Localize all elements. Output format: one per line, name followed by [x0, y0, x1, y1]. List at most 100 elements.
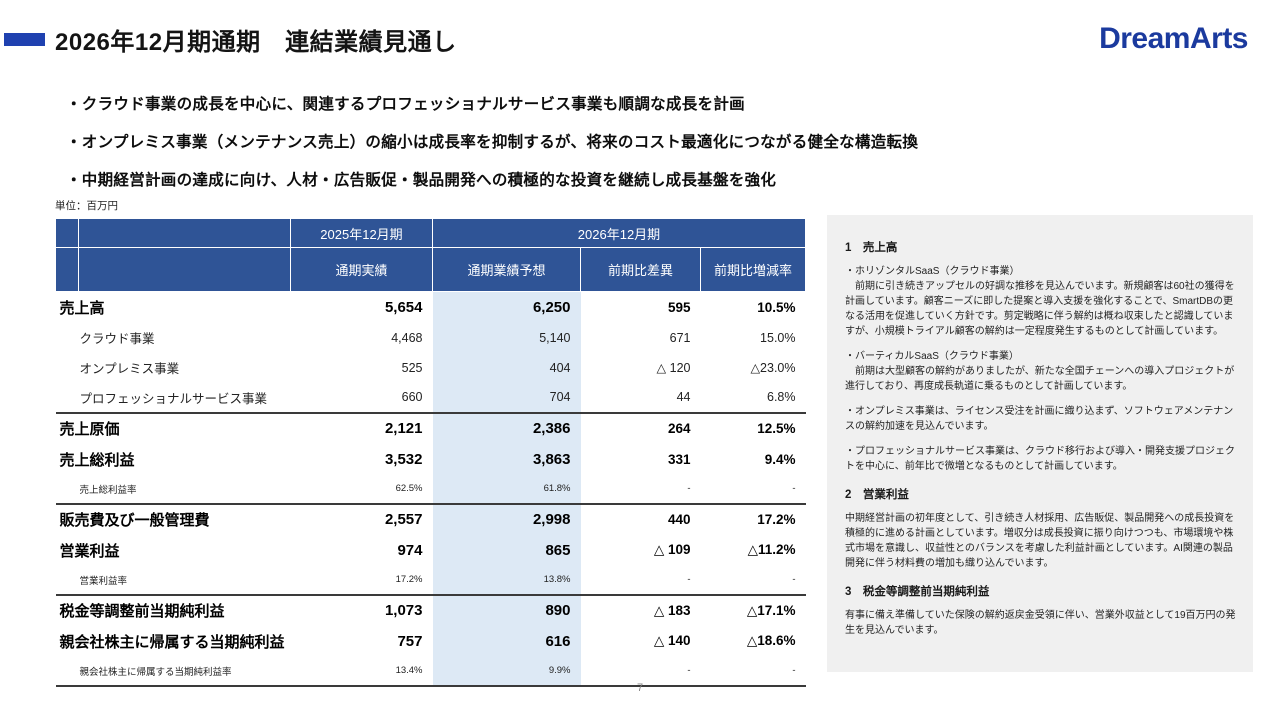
- cell-diff: △ 140: [653, 633, 691, 648]
- cell-diff: 44: [676, 390, 691, 404]
- cell-rate: △18.6%: [746, 633, 796, 648]
- cell-forecast: 890: [432, 593, 581, 626]
- row-label: 親会社株主に帰属する当期純利益: [59, 633, 285, 651]
- cell-diff: -: [580, 656, 701, 687]
- cell-actual: 974: [397, 541, 423, 559]
- row-label: 売上原価: [55, 411, 291, 444]
- table-row: 売上総利益 3,532 3,863 331 9.4%: [56, 443, 806, 475]
- cell-rate: 17.2%: [700, 502, 806, 535]
- table-row: 売上高 5,654 6,250 595 10.5%: [56, 291, 806, 323]
- dreamarts-logo: DreamArts: [1099, 22, 1248, 55]
- notes-paragraph: 有事に備え準備していた保険の解約返戻金受領に伴い、営業外収益として19百万円の発…: [845, 610, 1236, 636]
- table-row: クラウド事業 4,468 5,140 671 15.0%: [56, 322, 806, 353]
- cell-forecast: 6,250: [432, 291, 581, 323]
- cell-forecast: 9.9%: [432, 656, 581, 687]
- bullet-item: ・オンプレミス事業（メンテナンス売上）の縮小は成長率を抑制するが、将来のコスト最…: [66, 134, 919, 151]
- cell-rate: 6.8%: [767, 390, 796, 404]
- cell-forecast: 2,998: [432, 502, 581, 535]
- bullet-item: ・中期経営計画の達成に向け、人材・広告販促・製品開発への積極的な投資を継続し成長…: [66, 172, 777, 189]
- row-label: 営業利益率: [79, 575, 128, 587]
- row-label: 販売費及び一般管理費: [55, 502, 291, 535]
- cell-actual: 5,654: [384, 298, 423, 316]
- financial-table: 2025年12月期 2026年12月期 通期実績 通期業績予想 前期比差異 前期…: [55, 218, 806, 687]
- cell-rate: △17.1%: [700, 593, 806, 626]
- row-label: 親会社株主に帰属する当期純利益率: [55, 656, 291, 687]
- table-row: 売上原価 2,121 2,386 264 12.5%: [55, 411, 806, 444]
- table-row: 営業利益 974 865 △ 109 △11.2%: [56, 534, 806, 566]
- cell-rate: 10.5%: [757, 299, 796, 315]
- table-row: プロフェッショナルサービス事業 660 704 44 6.8%: [56, 382, 806, 413]
- page-title: 2026年12月期通期 連結業績見通し: [55, 29, 457, 56]
- unit-label: 単位：百万円: [55, 200, 118, 212]
- cell-actual: 525: [401, 360, 423, 375]
- row-label: オンプレミス事業: [79, 362, 180, 376]
- row-label: 税金等調整前当期純利益: [55, 593, 291, 626]
- header-spacer-cell: [55, 218, 79, 248]
- header-spacer-cell: [78, 218, 291, 248]
- cell-rate: △23.0%: [750, 361, 796, 375]
- cell-actual: 13.4%: [290, 656, 433, 687]
- cell-forecast: 5,140: [432, 322, 581, 353]
- table-row: 売上総利益率 62.5% 61.8% - -: [56, 474, 806, 504]
- table-row: 税金等調整前当期純利益 1,073 890 △ 183 △17.1%: [55, 593, 806, 626]
- table-header-row-fiscal-year: 2025年12月期 2026年12月期: [55, 218, 806, 248]
- cell-diff: -: [687, 574, 691, 585]
- cell-rate: △11.2%: [747, 542, 796, 557]
- cell-actual: 660: [401, 390, 423, 404]
- cell-rate: 12.5%: [700, 411, 806, 444]
- cell-forecast: 13.8%: [432, 565, 581, 595]
- notes-section-heading: 2 営業利益: [845, 489, 909, 501]
- cell-diff: 440: [580, 502, 701, 535]
- summary-bullets: ・クラウド事業の成長を中心に、関連するプロフェッショナルサービス事業も順調な成長…: [66, 86, 1216, 200]
- header-rate: 前期比増減率: [700, 247, 806, 292]
- cell-forecast: 616: [432, 625, 581, 657]
- notes-section-heading: 3 税金等調整前当期純利益: [845, 586, 990, 598]
- cell-actual: 17.2%: [395, 574, 423, 585]
- cell-actual: 757: [397, 632, 423, 650]
- header-actual: 通期実績: [290, 247, 433, 292]
- cell-forecast: 61.8%: [432, 474, 581, 504]
- cell-actual: 1,073: [290, 593, 433, 626]
- header-forecast: 通期業績予想: [432, 247, 581, 292]
- cell-actual: 62.5%: [395, 483, 423, 494]
- cell-diff: 264: [580, 411, 701, 444]
- header-spacer-cell: [78, 247, 291, 292]
- cell-rate: -: [700, 656, 806, 687]
- row-label: クラウド事業: [79, 332, 155, 346]
- row-label: 売上総利益率: [79, 484, 137, 496]
- cell-forecast: 704: [432, 382, 581, 413]
- table-row: オンプレミス事業 525 404 △ 120 △23.0%: [56, 352, 806, 383]
- header-fy2026: 2026年12月期: [432, 218, 806, 248]
- cell-rate: 15.0%: [760, 330, 796, 345]
- cell-actual: 4,468: [391, 330, 423, 345]
- row-label: プロフェッショナルサービス事業: [79, 391, 268, 406]
- cell-diff: 671: [669, 330, 691, 345]
- cell-forecast: 404: [432, 352, 581, 383]
- header-fy2025: 2025年12月期: [290, 218, 433, 248]
- cell-rate: -: [792, 574, 796, 585]
- notes-paragraph: ・プロフェッショナルサービス事業は、クラウド移行および導入・開発支援プロジェクト…: [845, 446, 1235, 472]
- cell-rate: 9.4%: [764, 451, 796, 467]
- cell-actual: 2,121: [290, 411, 433, 444]
- cell-rate: -: [792, 483, 796, 494]
- header-spacer-cell: [55, 247, 79, 292]
- table-row: 販売費及び一般管理費 2,557 2,998 440 17.2%: [55, 502, 806, 535]
- bullet-item: ・クラウド事業の成長を中心に、関連するプロフェッショナルサービス事業も順調な成長…: [66, 96, 745, 113]
- title-accent-bar: [4, 33, 45, 46]
- cell-forecast: 3,863: [432, 443, 581, 475]
- table-header-row-columns: 通期実績 通期業績予想 前期比差異 前期比増減率: [55, 247, 806, 292]
- notes-paragraph: ・バーティカルSaaS（クラウド事業） 前期は大型顧客の解約がありましたが、新た…: [845, 351, 1235, 392]
- cell-diff: -: [687, 483, 691, 494]
- table-row: 営業利益率 17.2% 13.8% - -: [56, 565, 806, 595]
- notes-paragraph: ・ホリゾンタルSaaS（クラウド事業） 前期に引き続きアップセルの好調な推移を見…: [845, 266, 1235, 337]
- cell-actual: 2,557: [290, 502, 433, 535]
- cell-diff: 331: [667, 451, 691, 467]
- cell-actual: 3,532: [384, 450, 423, 468]
- cell-diff: △ 109: [653, 542, 691, 557]
- financial-table-container: 2025年12月期 2026年12月期 通期実績 通期業績予想 前期比差異 前期…: [55, 218, 806, 687]
- cell-forecast: 865: [432, 534, 581, 566]
- row-label: 営業利益: [59, 542, 120, 560]
- notes-section-heading: 1 売上高: [845, 242, 898, 254]
- table-row: 親会社株主に帰属する当期純利益 757 616 △ 140 △18.6%: [56, 625, 806, 657]
